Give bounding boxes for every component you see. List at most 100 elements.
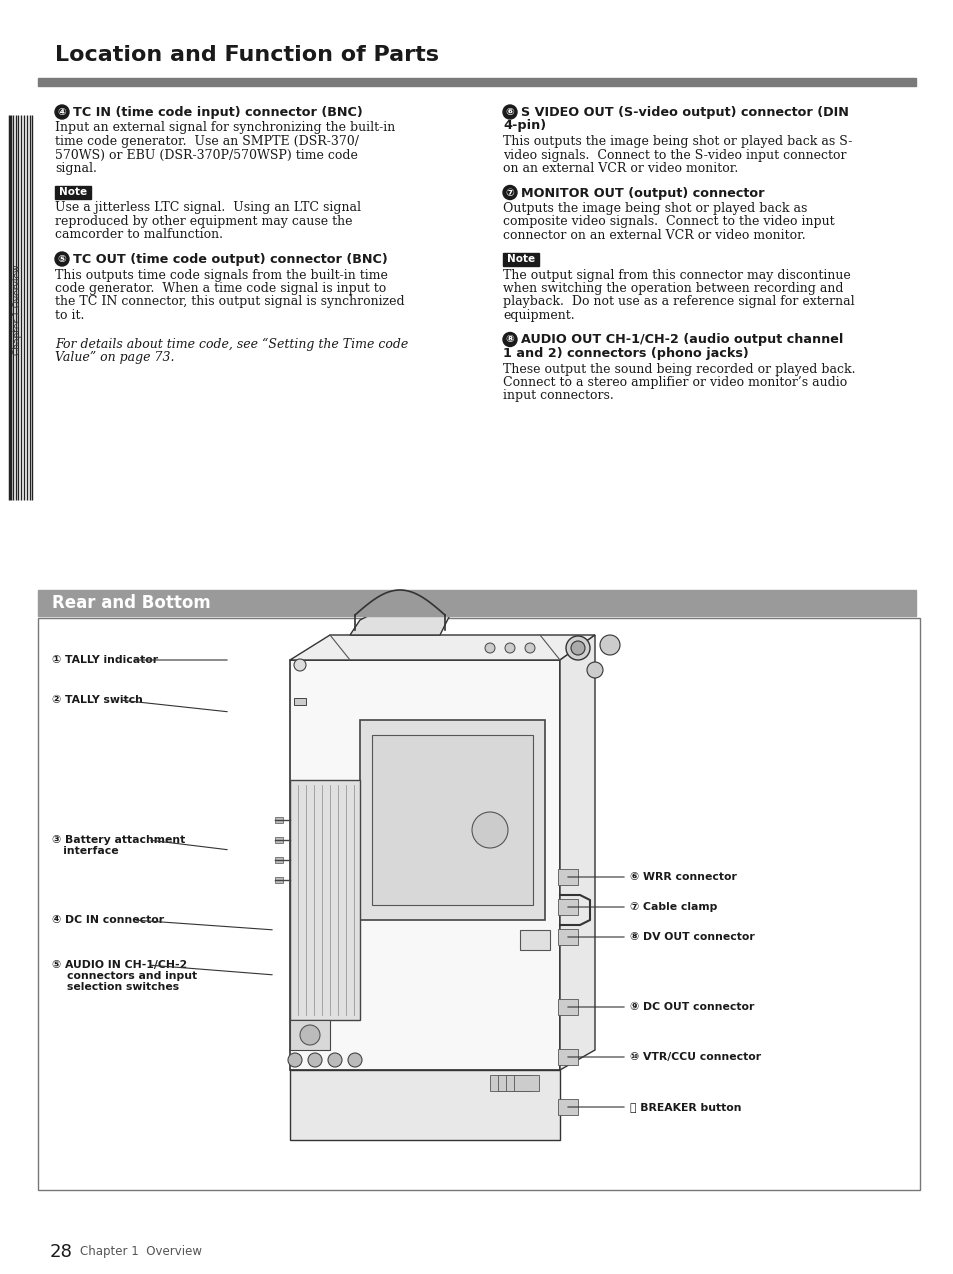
Bar	[490, 1075, 515, 1091]
Text: S VIDEO OUT (S-video output) connector (DIN: S VIDEO OUT (S-video output) connector (…	[520, 106, 848, 118]
Text: time code generator.  Use an SMPTE (DSR-370/: time code generator. Use an SMPTE (DSR-3…	[55, 135, 358, 148]
Bar	[38, 618, 919, 1190]
Bar	[505, 1075, 531, 1091]
Circle shape	[586, 662, 602, 678]
Text: connectors and input: connectors and input	[52, 971, 197, 981]
Circle shape	[55, 104, 69, 118]
Text: TC OUT (time code output) connector (BNC): TC OUT (time code output) connector (BNC…	[73, 254, 387, 266]
Text: connector on an external VCR or video monitor.: connector on an external VCR or video mo…	[502, 229, 804, 242]
Circle shape	[294, 1074, 306, 1085]
Circle shape	[299, 1026, 319, 1045]
Text: playback.  Do not use as a reference signal for external: playback. Do not use as a reference sign…	[502, 296, 854, 308]
Circle shape	[502, 333, 517, 347]
Text: ⑤: ⑤	[57, 254, 67, 264]
Circle shape	[565, 636, 589, 660]
Bar	[497, 1075, 522, 1091]
Text: input connectors.: input connectors.	[502, 390, 613, 403]
Text: ⑨ DC OUT connector: ⑨ DC OUT connector	[629, 1001, 754, 1012]
Circle shape	[504, 643, 515, 654]
Text: ⑥ WRR connector: ⑥ WRR connector	[629, 871, 736, 882]
Polygon shape	[559, 634, 595, 1070]
Text: Chapter 1  Overview: Chapter 1 Overview	[80, 1246, 202, 1259]
Polygon shape	[290, 634, 595, 660]
Circle shape	[502, 104, 517, 118]
Text: Note: Note	[59, 187, 87, 197]
Bar	[290, 780, 359, 1020]
Text: equipment.: equipment.	[502, 310, 574, 322]
Bar	[38, 590, 915, 617]
Text: ④: ④	[57, 107, 67, 117]
Bar	[558, 869, 578, 885]
Text: ⑧ DV OUT connector: ⑧ DV OUT connector	[629, 933, 754, 941]
Bar	[372, 735, 533, 905]
Text: For details about time code, see “Setting the Time code: For details about time code, see “Settin…	[55, 338, 408, 350]
Bar	[274, 817, 283, 823]
Bar	[274, 877, 283, 883]
Text: video signals.  Connect to the S-video input connector: video signals. Connect to the S-video in…	[502, 149, 845, 162]
Text: Value” on page 73.: Value” on page 73.	[55, 352, 174, 364]
Text: 1 and 2) connectors (phono jacks): 1 and 2) connectors (phono jacks)	[502, 347, 748, 361]
Text: 28: 28	[50, 1243, 72, 1261]
Text: ② TALLY switch: ② TALLY switch	[52, 696, 143, 705]
Bar	[519, 930, 550, 950]
Circle shape	[288, 1054, 302, 1068]
Bar	[359, 720, 544, 920]
Text: composite video signals.  Connect to the video input: composite video signals. Connect to the …	[502, 215, 834, 228]
Text: Chapter 1 Overview: Chapter 1 Overview	[13, 265, 23, 355]
Text: Location and Function of Parts: Location and Function of Parts	[55, 45, 438, 65]
Bar	[38, 78, 915, 87]
Text: This outputs the image being shot or played back as S-: This outputs the image being shot or pla…	[502, 135, 851, 148]
Polygon shape	[350, 615, 450, 634]
Circle shape	[484, 643, 495, 654]
Circle shape	[318, 1074, 331, 1085]
Bar	[558, 899, 578, 915]
Circle shape	[308, 1054, 322, 1068]
Bar	[558, 929, 578, 945]
Text: ⑥: ⑥	[505, 107, 514, 117]
Text: 4-pin): 4-pin)	[502, 120, 545, 132]
Text: on an external VCR or video monitor.: on an external VCR or video monitor.	[502, 162, 738, 175]
Circle shape	[571, 641, 584, 655]
Text: This outputs time code signals from the built-in time: This outputs time code signals from the …	[55, 269, 388, 282]
Bar	[514, 1075, 538, 1091]
Polygon shape	[290, 1070, 559, 1140]
Text: Note: Note	[506, 254, 535, 264]
Text: Rear and Bottom: Rear and Bottom	[52, 594, 211, 612]
Text: ⑦ Cable clamp: ⑦ Cable clamp	[629, 902, 717, 912]
Polygon shape	[290, 660, 559, 1070]
Text: the TC IN connector, this output signal is synchronized: the TC IN connector, this output signal …	[55, 296, 404, 308]
Circle shape	[502, 186, 517, 200]
Text: when switching the operation between recording and: when switching the operation between rec…	[502, 282, 842, 296]
Text: Outputs the image being shot or played back as: Outputs the image being shot or played b…	[502, 203, 806, 215]
Text: signal.: signal.	[55, 162, 97, 175]
Text: Use a jitterless LTC signal.  Using an LTC signal: Use a jitterless LTC signal. Using an LT…	[55, 201, 360, 214]
Bar	[558, 1099, 578, 1115]
Circle shape	[294, 659, 306, 671]
Circle shape	[472, 812, 507, 848]
Text: The output signal from this connector may discontinue: The output signal from this connector ma…	[502, 269, 850, 282]
Text: ⑤ AUDIO IN CH-1/CH-2: ⑤ AUDIO IN CH-1/CH-2	[52, 961, 187, 970]
Text: ⑩ VTR/CCU connector: ⑩ VTR/CCU connector	[629, 1052, 760, 1063]
Bar	[294, 698, 306, 705]
Bar	[290, 1020, 330, 1050]
Bar	[274, 837, 283, 843]
Text: AUDIO OUT CH-1/CH-2 (audio output channel: AUDIO OUT CH-1/CH-2 (audio output channe…	[520, 334, 842, 347]
Bar	[502, 252, 538, 265]
Text: reproduced by other equipment may cause the: reproduced by other equipment may cause …	[55, 215, 352, 228]
Circle shape	[328, 1054, 341, 1068]
Bar	[558, 999, 578, 1015]
Text: interface: interface	[52, 846, 118, 856]
Text: ③ Battery attachment: ③ Battery attachment	[52, 834, 185, 845]
Text: to it.: to it.	[55, 310, 84, 322]
Text: code generator.  When a time code signal is input to: code generator. When a time code signal …	[55, 282, 386, 296]
Bar	[55, 186, 91, 199]
Bar	[274, 857, 283, 862]
Text: ④ DC IN connector: ④ DC IN connector	[52, 915, 164, 925]
Circle shape	[348, 1054, 361, 1068]
Text: ⑦: ⑦	[505, 187, 514, 197]
Text: ⑪ BREAKER button: ⑪ BREAKER button	[629, 1102, 740, 1112]
Circle shape	[55, 252, 69, 266]
Text: 570WS) or EBU (DSR-370P/570WSP) time code: 570WS) or EBU (DSR-370P/570WSP) time cod…	[55, 149, 357, 162]
Text: Input an external signal for synchronizing the built-in: Input an external signal for synchronizi…	[55, 121, 395, 135]
Text: TC IN (time code input) connector (BNC): TC IN (time code input) connector (BNC)	[73, 106, 362, 118]
